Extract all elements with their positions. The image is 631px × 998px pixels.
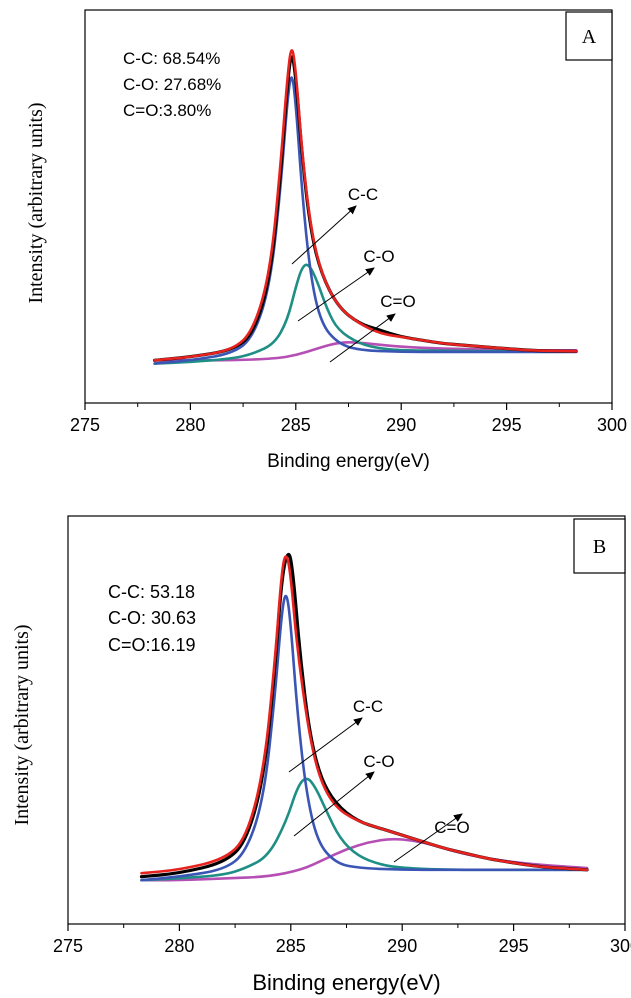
series-envelope-line	[140, 555, 589, 875]
composition-line: C-C: 53.18	[108, 582, 195, 602]
plot-frame	[84, 9, 613, 404]
peak-label: C-O	[363, 247, 394, 266]
x-tick-label: 280	[164, 936, 194, 956]
panel-a: 275 280 285 290 295 300 Binding energy(eV) Inte…	[25, 9, 627, 472]
x-tick-label: 300	[610, 936, 631, 956]
x-tick-label: 280	[175, 415, 205, 435]
peak-label: C-C	[353, 697, 383, 716]
plot-frame	[67, 515, 626, 925]
composition-line: C=O:16.19	[108, 635, 196, 655]
peak-arrow	[297, 267, 375, 322]
x-tick-label: 300	[597, 415, 627, 435]
series-c-c-line	[140, 594, 589, 882]
panel-label: B	[593, 536, 606, 558]
x-tick-label: 285	[276, 936, 306, 956]
panel-label-box	[573, 518, 626, 574]
peak-label: C-O	[363, 752, 394, 771]
series-measured-line	[153, 55, 578, 362]
panel-label: A	[582, 26, 597, 48]
peak-arrow	[288, 717, 363, 773]
composition-line: C-C: 68.54%	[123, 49, 220, 68]
peak-label: C-C	[348, 185, 378, 204]
x-tick-label: 275	[70, 415, 100, 435]
series-envelope-line	[153, 49, 578, 362]
y-axis-label: Intensity (arbitrary units)	[11, 624, 33, 825]
composition-line: C=O:3.80%	[123, 101, 211, 120]
x-tick-label: 290	[386, 415, 416, 435]
x-tick-label: 295	[499, 936, 529, 956]
x-tick-label: 285	[281, 415, 311, 435]
peak-label: C=O	[380, 292, 415, 311]
series-c-c-line	[153, 76, 578, 365]
peak-label: C=O	[434, 818, 469, 837]
y-axis-label: Intensity (arbitrary units)	[25, 102, 47, 303]
x-tick-label: 290	[387, 936, 417, 956]
peak-arrow	[291, 205, 357, 265]
panel-label-box	[565, 11, 613, 61]
peak-arrow	[293, 771, 375, 837]
x-tick-label: 295	[492, 415, 522, 435]
x-axis-label: Binding energy(eV)	[252, 970, 440, 995]
composition-line: C-O: 30.63	[108, 608, 196, 628]
composition-line: C-O: 27.68%	[123, 75, 221, 94]
panel-b: 275 280 285 290 295 300 Binding energy(eV) Inte…	[11, 515, 631, 995]
x-tick-label: 275	[53, 936, 83, 956]
x-axis-label: Binding energy(eV)	[267, 451, 430, 472]
peak-arrow	[329, 313, 396, 363]
peak-arrow	[393, 813, 463, 863]
